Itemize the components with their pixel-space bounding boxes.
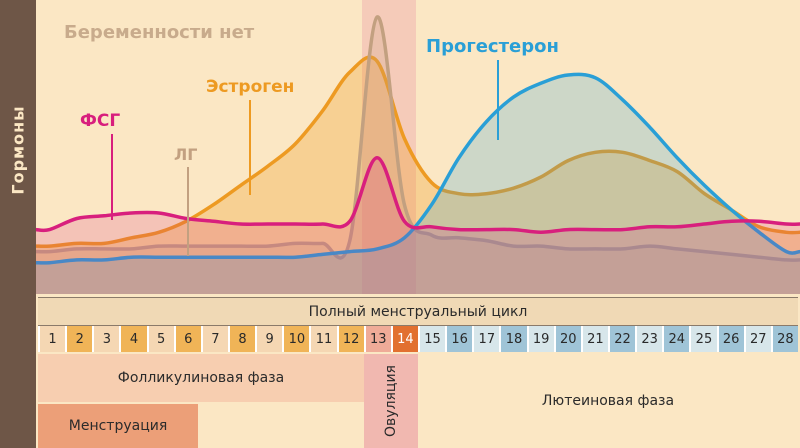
day-cell-22: 22 [607, 326, 636, 352]
series-area-Прогестерон [36, 74, 800, 294]
day-cell-11: 11 [309, 326, 337, 352]
hormone-chart: Беременности нет ФСГ ЛГ Эстроген Прогестерон [36, 0, 800, 294]
series-line-Прогестерон [36, 72, 800, 265]
day-cell-17: 17 [472, 326, 500, 352]
series-area-ЛГ [36, 16, 800, 294]
cycle-header: Полный менструальный цикл [38, 297, 798, 326]
day-cell-25: 25 [689, 326, 717, 352]
day-cell-6: 6 [173, 326, 201, 352]
day-cell-2: 2 [65, 326, 93, 352]
day-cell-15: 15 [417, 326, 446, 352]
label-layer: Беременности нет ФСГ ЛГ Эстроген Прогестерон [64, 22, 559, 256]
chart-title: Беременности нет [64, 22, 255, 43]
day-cell-7: 7 [200, 326, 228, 352]
day-cell-13: 13 [363, 326, 391, 352]
day-cell-21: 21 [580, 326, 608, 352]
label-lg: ЛГ [174, 145, 197, 164]
day-cell-1: 1 [38, 326, 66, 352]
day-cell-27: 27 [743, 326, 771, 352]
y-axis-label: Гормоны [8, 105, 28, 195]
series-line-ЛГ [36, 15, 800, 262]
ovulation-phase: Овуляция [364, 354, 418, 448]
series-area-ФСГ [36, 157, 800, 294]
day-cell-4: 4 [119, 326, 147, 352]
day-cell-19: 19 [526, 326, 554, 352]
day-cell-12: 12 [336, 326, 364, 352]
series-line-ФСГ [36, 156, 800, 235]
day-cell-10: 10 [282, 326, 310, 352]
series-area-Эстроген [36, 57, 800, 294]
day-cell-8: 8 [227, 326, 256, 352]
ovulation-label: Овуляция [383, 365, 400, 437]
day-cell-23: 23 [635, 326, 663, 352]
day-cell-5: 5 [146, 326, 174, 352]
luteal-phase: Лютеиновая фаза [418, 354, 798, 448]
follicular-phase: Фолликулиновая фаза [38, 354, 364, 402]
day-strip: 1 2 3 4 5 6 7 8 9 10 11 12 13 14 15 16 17 18 19 20 21 22 23 24 2… [38, 326, 798, 352]
day-cell-18: 18 [499, 326, 527, 352]
series-line-Эстроген [36, 55, 800, 249]
hormone-chart-svg: Беременности нет ФСГ ЛГ Эстроген Прогестерон [36, 0, 800, 294]
day-cell-20: 20 [553, 326, 581, 352]
menstruation-filler [198, 404, 364, 448]
label-fsg: ФСГ [80, 111, 120, 131]
day-cell-26: 26 [716, 326, 744, 352]
day-cell-24: 24 [662, 326, 690, 352]
menstruation-phase: Менструация [38, 404, 198, 448]
day-cell-3: 3 [92, 326, 120, 352]
y-axis-label-bar: Гормоны [0, 0, 36, 448]
label-progesterone: Прогестерон [426, 36, 559, 57]
day-cell-28: 28 [770, 326, 798, 352]
day-cell-14: 14 [390, 326, 418, 352]
label-estrogen: Эстроген [206, 77, 294, 97]
day-cell-9: 9 [255, 326, 283, 352]
day-cell-16: 16 [445, 326, 473, 352]
series-layer [36, 15, 800, 294]
